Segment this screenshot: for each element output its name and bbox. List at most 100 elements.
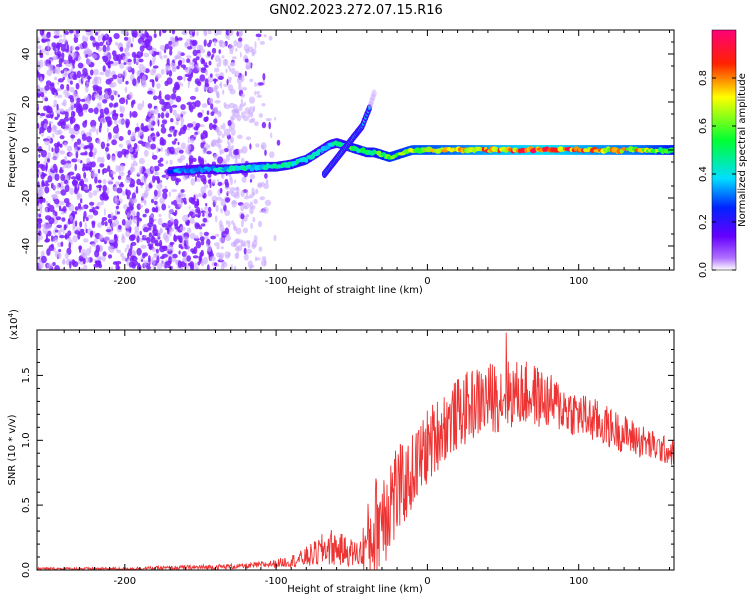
noise-speckle xyxy=(131,51,137,58)
noise-speckle xyxy=(183,74,186,82)
x-tick-label: 100 xyxy=(569,576,588,587)
noise-speckle xyxy=(229,174,232,181)
chart-title: GN02.2023.272.07.15.R16 xyxy=(269,3,443,18)
noise-speckle xyxy=(123,204,128,210)
noise-speckle xyxy=(122,56,128,63)
noise-speckle xyxy=(160,68,165,75)
noise-speckle xyxy=(39,53,44,59)
noise-speckle xyxy=(229,67,232,72)
noise-speckle xyxy=(72,219,76,227)
noise-speckle xyxy=(142,100,145,108)
noise-speckle xyxy=(107,218,113,224)
noise-speckle xyxy=(85,248,91,256)
y-tick-label: 0.5 xyxy=(21,497,32,513)
noise-speckle xyxy=(160,126,167,134)
noise-speckle xyxy=(177,141,180,146)
noise-speckle xyxy=(120,252,124,258)
noise-speckle xyxy=(156,146,159,154)
noise-speckle xyxy=(240,93,245,98)
noise-speckle xyxy=(180,142,187,150)
noise-speckle xyxy=(201,239,205,246)
noise-speckle xyxy=(40,149,48,158)
noise-speckle xyxy=(157,119,160,127)
noise-speckle xyxy=(48,204,55,213)
noise-speckle xyxy=(248,96,256,104)
noise-speckle xyxy=(172,66,176,71)
noise-speckle xyxy=(229,187,236,192)
noise-speckle xyxy=(102,35,107,41)
noise-speckle xyxy=(187,46,193,50)
noise-speckle xyxy=(170,43,174,48)
noise-speckle xyxy=(165,65,171,71)
noise-speckle xyxy=(152,175,156,184)
noise-speckle xyxy=(211,54,215,58)
noise-speckle xyxy=(153,95,158,101)
snr-xlabel: Height of straight line (km) xyxy=(287,584,423,595)
noise-speckle xyxy=(249,143,252,150)
noise-speckle xyxy=(78,245,83,251)
noise-speckle xyxy=(172,109,177,116)
noise-speckle xyxy=(245,61,252,70)
noise-speckle xyxy=(148,184,153,189)
noise-speckle xyxy=(157,113,161,119)
noise-speckle xyxy=(155,206,159,213)
noise-speckle xyxy=(212,139,218,144)
noise-speckle xyxy=(219,236,226,244)
noise-speckle xyxy=(149,59,152,67)
noise-speckle xyxy=(222,58,229,67)
noise-speckle xyxy=(215,126,219,133)
noise-speckle xyxy=(70,176,78,180)
x-tick-label: -200 xyxy=(113,576,136,587)
noise-speckle xyxy=(43,105,48,111)
noise-speckle xyxy=(99,77,102,85)
noise-speckle xyxy=(90,119,97,128)
noise-speckle xyxy=(94,76,101,80)
noise-speckle xyxy=(66,221,69,228)
noise-speckle xyxy=(63,68,68,77)
noise-speckle xyxy=(231,56,237,60)
noise-speckle xyxy=(250,222,254,230)
noise-speckle xyxy=(134,127,137,133)
noise-speckle xyxy=(146,236,151,244)
noise-speckle xyxy=(81,133,87,141)
noise-speckle xyxy=(207,244,212,253)
noise-speckle xyxy=(60,210,65,215)
noise-speckle xyxy=(47,152,51,159)
noise-speckle xyxy=(206,110,210,116)
noise-speckle xyxy=(168,70,173,77)
noise-speckle xyxy=(214,215,218,223)
noise-speckle xyxy=(126,258,130,266)
noise-speckle xyxy=(76,175,81,181)
noise-speckle xyxy=(254,256,258,262)
noise-speckle xyxy=(177,60,181,67)
noise-speckle xyxy=(203,30,208,36)
noise-speckle xyxy=(173,147,179,156)
noise-speckle xyxy=(174,138,178,142)
noise-speckle xyxy=(230,128,236,136)
noise-speckle xyxy=(150,180,153,185)
noise-speckle xyxy=(96,186,100,193)
noise-speckle xyxy=(178,203,183,208)
noise-speckle xyxy=(136,217,143,222)
noise-speckle xyxy=(61,217,66,222)
noise-speckle xyxy=(241,111,246,119)
noise-speckle xyxy=(187,213,190,218)
noise-speckle xyxy=(150,236,156,244)
noise-speckle xyxy=(126,59,132,63)
noise-speckle xyxy=(171,257,177,263)
noise-speckle xyxy=(84,166,90,171)
noise-speckle xyxy=(192,49,198,57)
noise-speckle xyxy=(62,99,67,107)
noise-speckle xyxy=(164,43,170,50)
noise-speckle xyxy=(43,123,48,129)
noise-speckle xyxy=(113,33,120,40)
noise-speckle xyxy=(171,253,178,259)
noise-speckle xyxy=(74,206,79,211)
noise-speckle xyxy=(195,240,202,249)
noise-speckle xyxy=(110,94,115,101)
noise-speckle xyxy=(98,125,102,133)
noise-speckle xyxy=(200,57,204,65)
noise-speckle xyxy=(52,262,56,266)
noise-speckle xyxy=(199,231,203,237)
noise-speckle xyxy=(39,30,45,36)
